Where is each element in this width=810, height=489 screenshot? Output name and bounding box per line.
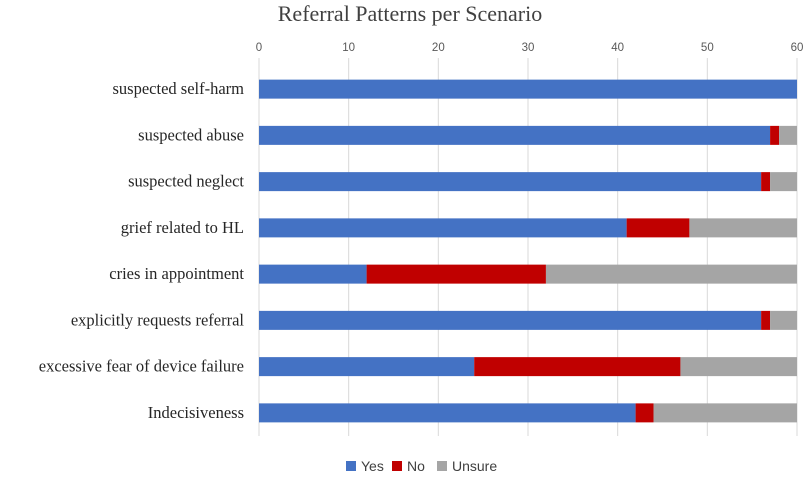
x-tick-label: 20 [432, 42, 445, 54]
bar-no-2 [770, 125, 780, 145]
x-tick-label: 10 [342, 42, 355, 54]
legend-label-unsure: Unsure [452, 458, 497, 474]
legend: Yes No Unsure [346, 458, 497, 474]
category-labels: suspected self-harm suspected abuse suspec… [39, 79, 245, 422]
legend-label-yes: Yes [361, 458, 384, 474]
category-label: explicitly requests referral [71, 310, 245, 329]
bar-unsure-8 [653, 403, 797, 423]
legend-swatch-no [392, 461, 402, 471]
legend-swatch-yes [346, 461, 356, 471]
bar-unsure-3 [770, 172, 797, 192]
category-label: excessive fear of device failure [39, 357, 244, 376]
chart-title: Referral Patterns per Scenario [278, 1, 543, 26]
x-tick-label: 50 [701, 42, 714, 54]
bar-unsure-5 [545, 264, 797, 284]
bars [259, 79, 797, 423]
bar-yes-1 [259, 79, 797, 99]
bar-no-6 [761, 310, 771, 330]
bar-no-5 [366, 264, 546, 284]
x-axis-ticks: 0 10 20 30 40 50 60 [256, 42, 804, 54]
category-label: Indecisiveness [148, 403, 244, 422]
category-label: suspected abuse [138, 125, 244, 144]
x-tick-label: 30 [522, 42, 535, 54]
bar-yes-8 [259, 403, 636, 423]
bar-unsure-7 [680, 357, 797, 377]
category-label: cries in appointment [109, 264, 244, 283]
bar-yes-7 [259, 357, 475, 377]
bar-yes-2 [259, 125, 771, 145]
bar-yes-4 [259, 218, 627, 238]
x-tick-label: 60 [791, 42, 804, 54]
legend-label-no: No [407, 458, 425, 474]
bar-unsure-6 [770, 310, 797, 330]
bar-no-7 [474, 357, 681, 377]
x-tick-label: 40 [611, 42, 624, 54]
category-label: suspected neglect [128, 172, 244, 191]
bar-yes-6 [259, 310, 762, 330]
bar-no-3 [761, 172, 771, 192]
category-label: grief related to HL [121, 218, 244, 237]
gridlines [258, 58, 798, 436]
bar-unsure-4 [689, 218, 797, 238]
bar-unsure-2 [779, 125, 797, 145]
category-label: suspected self-harm [113, 79, 245, 98]
bar-no-4 [626, 218, 690, 238]
bar-yes-3 [259, 172, 762, 192]
legend-swatch-unsure [437, 461, 447, 471]
bar-no-8 [635, 403, 654, 423]
bar-yes-5 [259, 264, 367, 284]
x-tick-label: 0 [256, 42, 262, 54]
